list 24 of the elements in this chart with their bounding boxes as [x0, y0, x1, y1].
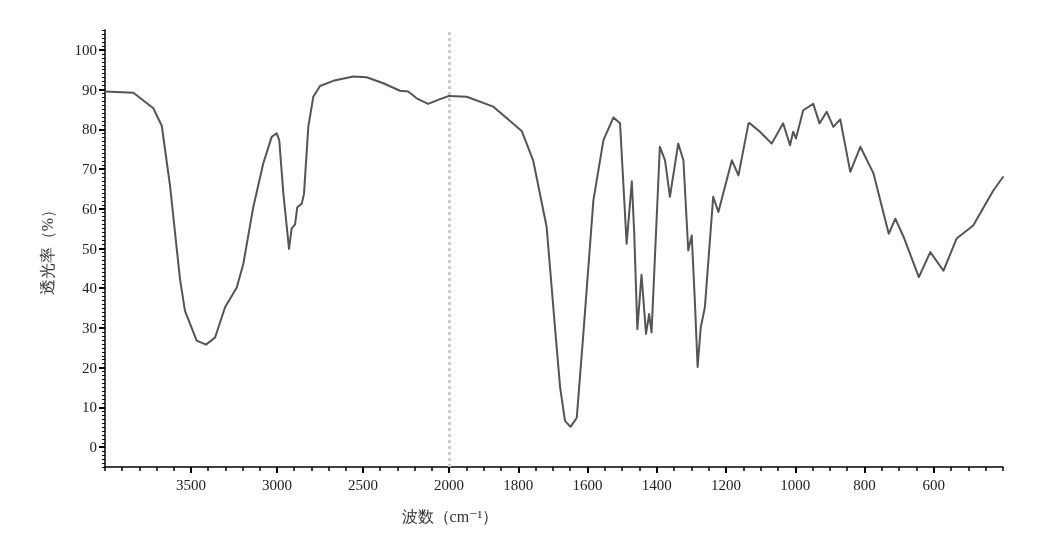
y-tick-label: 40 [82, 280, 97, 297]
x-tick-label: 2000 [434, 476, 464, 493]
y-tick-label: 20 [82, 359, 97, 376]
y-tick-label: 0 [89, 439, 97, 456]
y-tick-label: 100 [74, 41, 97, 58]
x-tick-label: 1800 [503, 476, 534, 493]
x-tick-label: 3500 [176, 476, 206, 493]
y-tick-label: 10 [82, 399, 97, 416]
y-tick-label: 50 [82, 240, 97, 257]
x-tick-label: 800 [853, 476, 876, 493]
x-tick-label: 1600 [572, 476, 603, 493]
y-tick-label: 90 [82, 81, 97, 98]
x-tick-label: 1400 [641, 476, 672, 493]
y-tick-label: 30 [82, 319, 97, 336]
y-axis-title: 透光率（%） [38, 201, 56, 296]
x-tick-label: 1200 [711, 476, 741, 493]
y-tick-label: 80 [82, 121, 97, 138]
y-tick-label: 60 [82, 200, 97, 217]
x-tick-label: 3000 [262, 476, 292, 493]
x-axis-title: 波数（cm⁻¹） [400, 507, 500, 527]
x-tick-label: 2500 [348, 476, 378, 493]
x-tick-label: 1000 [780, 476, 811, 493]
x-tick-label: 600 [922, 476, 945, 493]
y-tick-label: 70 [82, 161, 97, 178]
